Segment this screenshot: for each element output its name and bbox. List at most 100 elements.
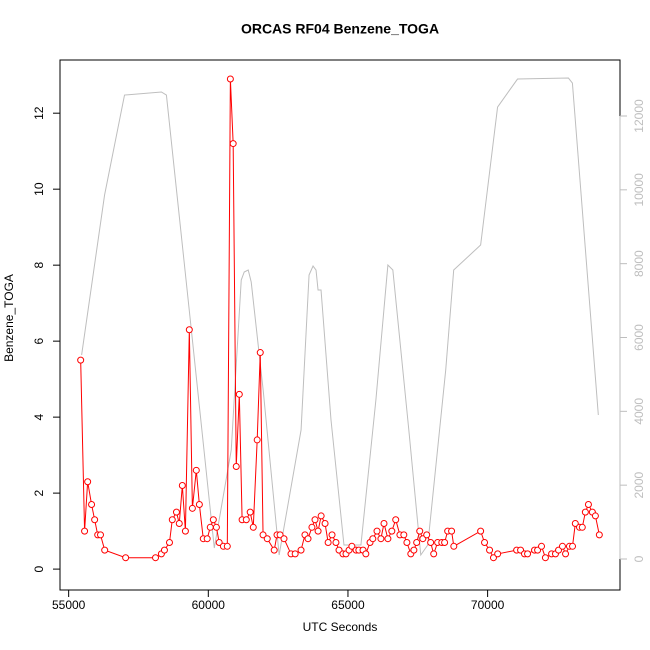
y-tick-label: 12 <box>32 106 46 120</box>
data-point <box>206 523 214 531</box>
data-point <box>380 520 388 528</box>
data-point <box>481 539 489 547</box>
data-point <box>215 539 223 547</box>
data-point <box>229 140 237 148</box>
data-point <box>178 482 186 490</box>
y2-tick-label: 12000 <box>632 99 646 133</box>
data-point <box>101 546 109 554</box>
data-point <box>541 554 549 562</box>
y2-tick-label: 4000 <box>632 398 646 425</box>
data-point <box>259 531 267 539</box>
y2-tick-label: 2000 <box>632 471 646 498</box>
data-point <box>223 542 231 550</box>
data-point <box>304 535 312 543</box>
data-point <box>477 527 485 535</box>
data-point <box>270 546 278 554</box>
data-point <box>152 554 160 562</box>
data-point <box>84 478 92 486</box>
x-tick-label: 65000 <box>331 598 365 612</box>
data-point <box>392 516 400 524</box>
y-axis-label: Benzene_TOGA <box>2 274 16 362</box>
data-point <box>562 550 570 558</box>
data-point <box>77 356 85 364</box>
data-point <box>595 531 603 539</box>
x-axis-label: UTC Seconds <box>303 620 378 634</box>
data-point <box>188 504 196 512</box>
data-point <box>91 516 99 524</box>
x-tick-label: 60000 <box>192 598 226 612</box>
y2-tick-label: 8000 <box>632 250 646 277</box>
data-point <box>246 508 254 516</box>
data-point <box>377 535 385 543</box>
data-point <box>569 542 577 550</box>
data-line <box>81 77 599 557</box>
data-point <box>388 527 396 535</box>
data-point <box>297 546 305 554</box>
y-tick-label: 4 <box>32 413 46 420</box>
data-point <box>400 531 408 539</box>
data-point <box>263 535 271 543</box>
data-point <box>369 535 377 543</box>
data-point <box>423 531 431 539</box>
data-point <box>235 390 243 398</box>
data-point <box>448 527 456 535</box>
data-point <box>450 542 458 550</box>
data-point <box>291 550 299 558</box>
data-point <box>403 539 411 547</box>
data-point <box>489 554 497 562</box>
y2-tick-label: 6000 <box>632 324 646 351</box>
data-point <box>280 535 288 543</box>
data-point <box>203 535 211 543</box>
data-point <box>321 520 329 528</box>
data-point <box>494 550 502 558</box>
data-point <box>232 463 240 471</box>
y-tick-label: 2 <box>32 489 46 496</box>
data-point <box>181 527 189 535</box>
data-point <box>384 535 392 543</box>
data-point <box>578 523 586 531</box>
data-point <box>212 523 220 531</box>
chart-title: ORCAS RF04 Benzene_TOGA <box>241 21 439 37</box>
data-point <box>81 527 89 535</box>
data-point <box>168 516 176 524</box>
data-point <box>226 75 234 83</box>
data-point <box>160 546 168 554</box>
data-point <box>584 501 592 509</box>
data-point <box>373 527 381 535</box>
y-tick-label: 6 <box>32 337 46 344</box>
data-point <box>256 349 264 357</box>
y2-tick-label: 10000 <box>632 173 646 207</box>
data-point <box>441 539 449 547</box>
data-point <box>410 546 418 554</box>
data-point <box>324 539 332 547</box>
data-point <box>192 466 200 474</box>
data-point <box>524 550 532 558</box>
data-point <box>88 501 96 509</box>
data-point <box>571 520 579 528</box>
data-point <box>581 508 589 516</box>
data-point <box>172 508 180 516</box>
data-point <box>558 542 566 550</box>
data-point <box>591 512 599 520</box>
data-point <box>308 523 316 531</box>
data-point <box>195 501 203 509</box>
y2-tick-label: 0 <box>632 555 646 562</box>
data-point <box>538 542 546 550</box>
data-point <box>332 539 340 547</box>
data-point <box>96 531 104 539</box>
data-point <box>416 527 424 535</box>
data-point <box>348 542 356 550</box>
data-point <box>249 523 257 531</box>
y-tick-label: 0 <box>32 565 46 572</box>
data-point <box>427 539 435 547</box>
data-point <box>486 546 494 554</box>
data-point <box>209 516 217 524</box>
data-point <box>317 512 325 520</box>
data-point <box>328 531 336 539</box>
data-point <box>242 516 250 524</box>
data-point <box>185 326 193 334</box>
data-point <box>311 516 319 524</box>
y-tick-label: 8 <box>32 262 46 269</box>
data-point <box>314 527 322 535</box>
